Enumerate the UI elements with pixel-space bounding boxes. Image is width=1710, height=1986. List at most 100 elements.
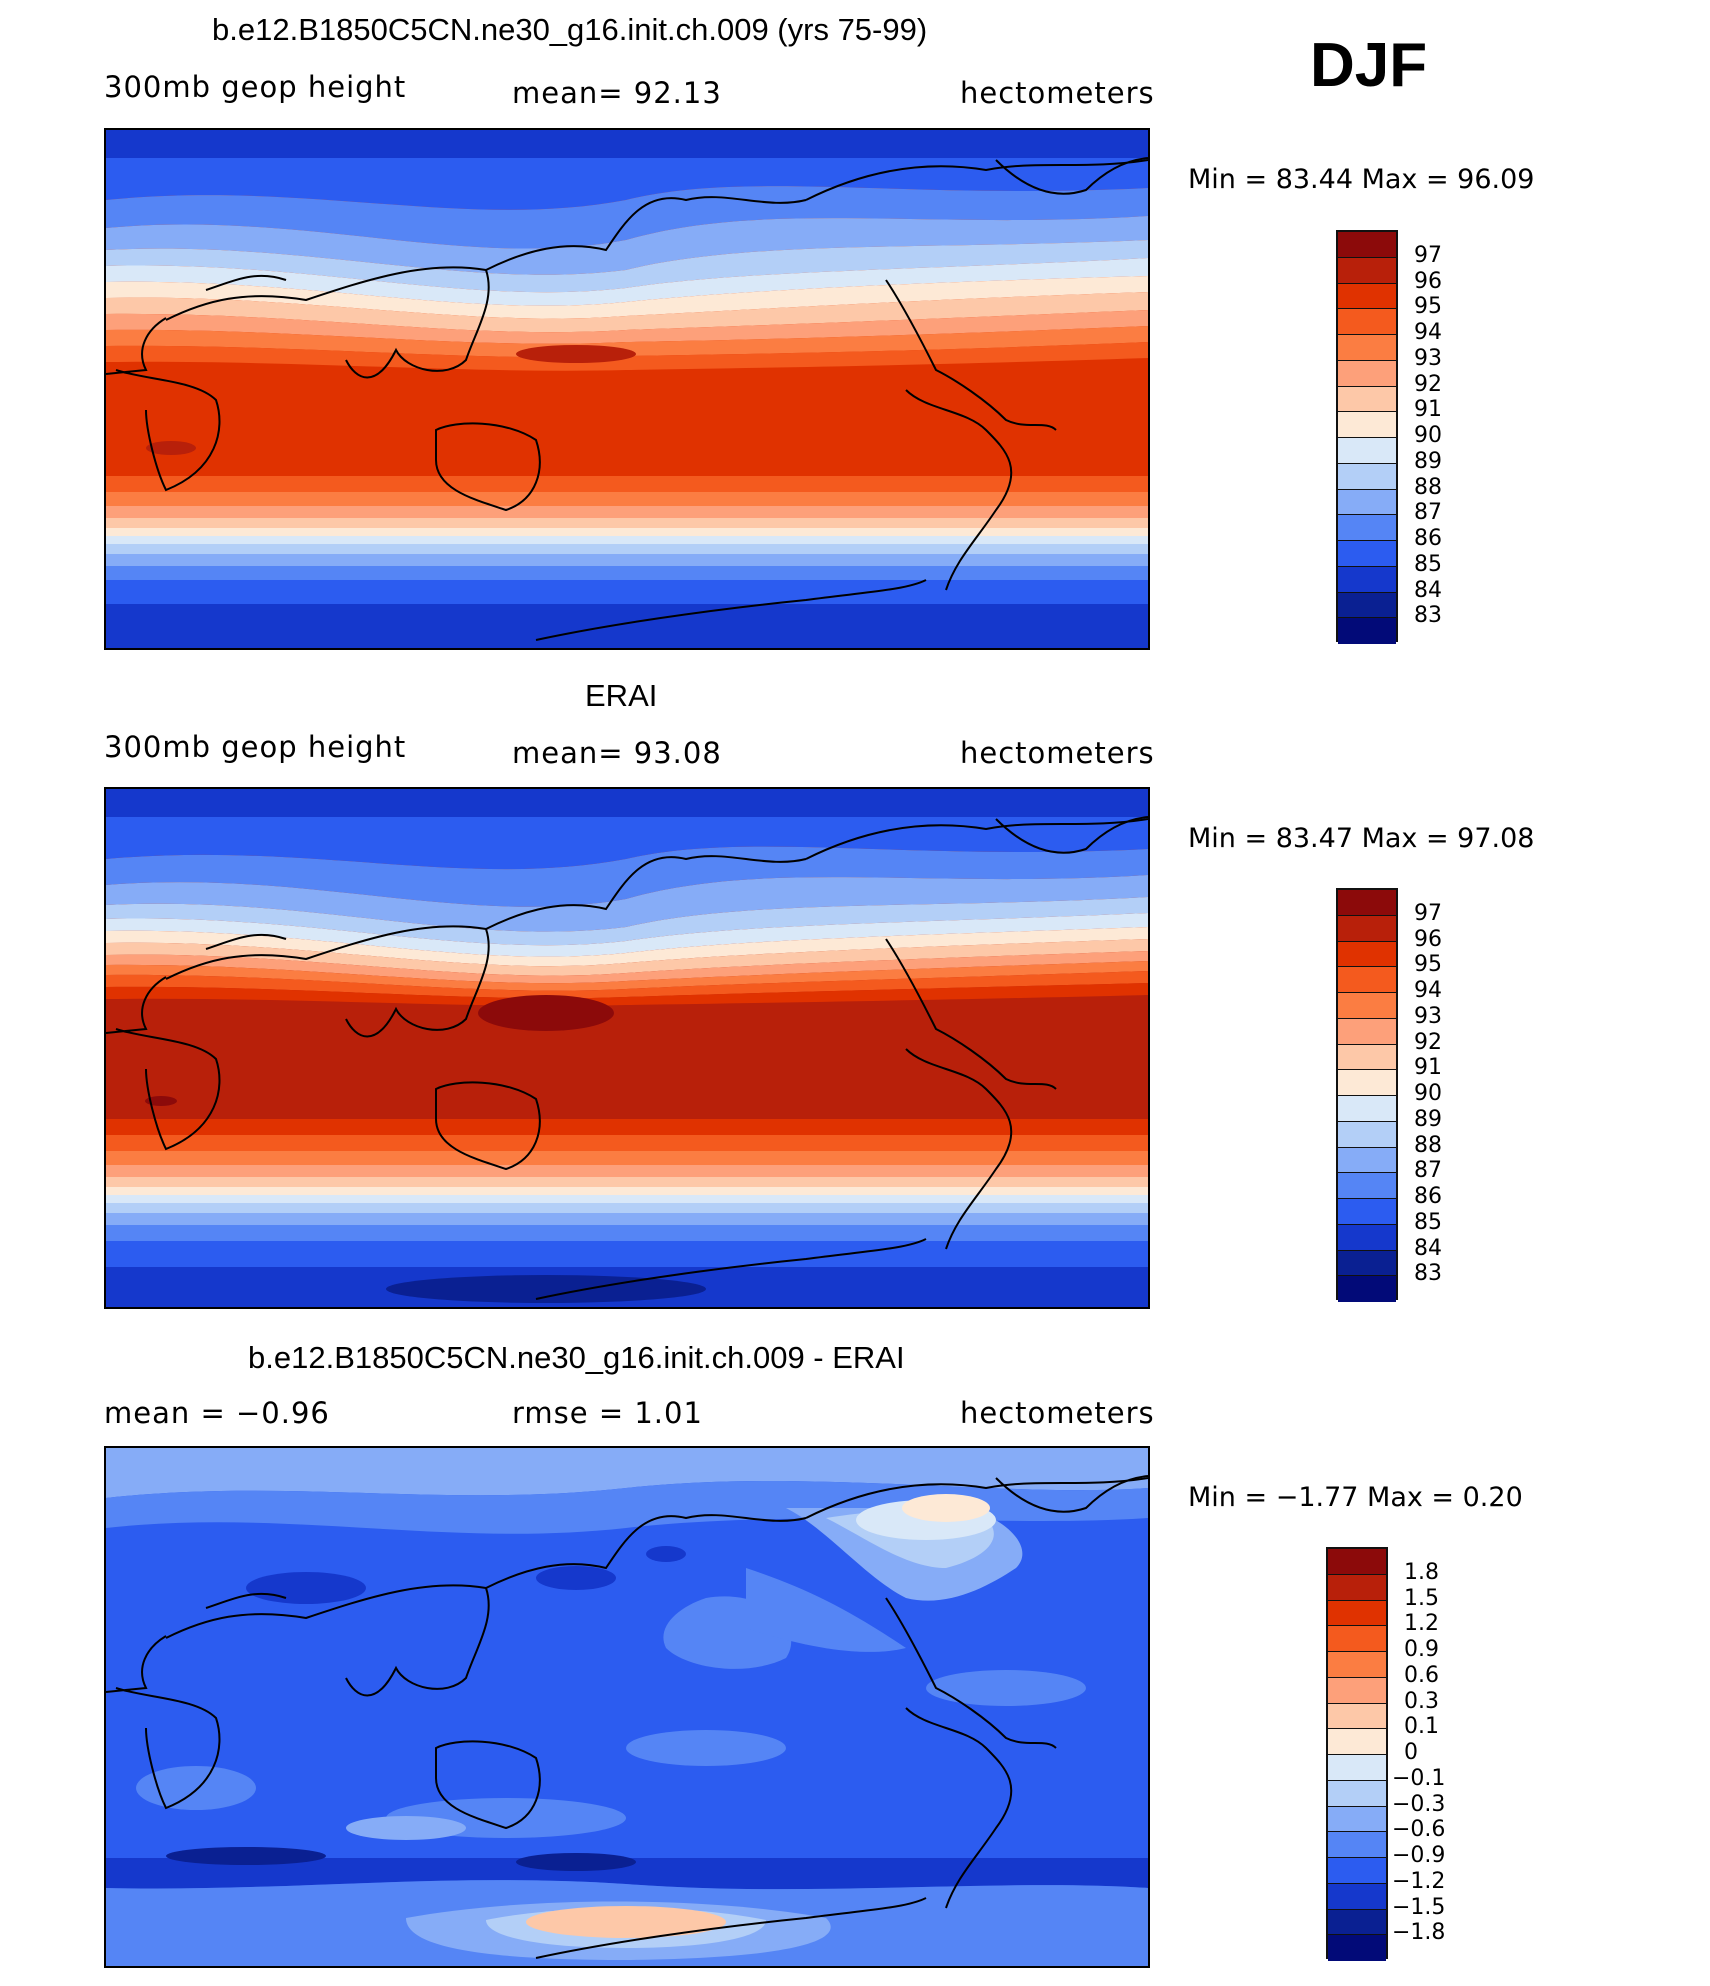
colorbar-tick-label: 92 [1414,1029,1442,1055]
colorbar-tick-label: 86 [1414,526,1442,551]
panel-3-minmax: Min = −1.77 Max = 0.20 [1188,1482,1523,1513]
colorbar-segment [1338,1121,1396,1148]
colorbar-tick-label: 92 [1414,371,1442,397]
colorbar-tick-label: 88 [1414,474,1442,500]
colorbar-tick-label: 83 [1414,1261,1442,1287]
season-label: DJF [1310,31,1428,100]
colorbar-segment [1338,335,1396,361]
colorbar-segment [1338,232,1396,258]
colorbar-tick-label: 94 [1414,978,1442,1003]
colorbar-tick-label: −1.2 [1392,1868,1446,1894]
panel-1-title: b.e12.B1850C5CN.ne30_g16.init.ch.009 (yr… [212,12,928,47]
colorbar-segment [1338,438,1396,464]
colorbar-segment [1338,993,1396,1019]
colorbar-segment [1338,1018,1396,1045]
colorbar-segment [1338,890,1396,916]
colorbar-tick-label: 90 [1414,423,1442,448]
panel-1-units-label: hectometers [960,76,1155,110]
colorbar-tick-label: 96 [1414,926,1442,952]
colorbar-tick-label: 95 [1414,294,1442,320]
colorbar-segment [1338,541,1396,567]
panel-1-map [104,128,1150,650]
panel-2-mean-label: mean= 93.08 [512,736,722,770]
colorbar-segment [1338,515,1396,541]
colorbar-tick-label: 83 [1414,603,1442,629]
panel-3-colorbar [1326,1547,1388,1961]
colorbar-segment [1338,967,1396,993]
colorbar-segment [1328,1806,1386,1833]
colorbar-tick-label: 89 [1414,448,1442,474]
colorbar-tick-label: 0.1 [1404,1714,1439,1740]
colorbar-segment [1328,1858,1386,1884]
colorbar-tick-label: 0 [1404,1740,1418,1765]
panel-3-units-label: hectometers [960,1396,1155,1430]
colorbar-tick-label: −1.8 [1392,1920,1446,1946]
colorbar-segment [1338,257,1396,284]
colorbar-segment [1328,1755,1386,1781]
colorbar-tick-label: 95 [1414,952,1442,978]
colorbar-tick-label: −0.6 [1392,1817,1446,1843]
colorbar-tick-label: −0.9 [1392,1843,1446,1868]
colorbar-segment [1328,1832,1386,1858]
panel-2-minmax: Min = 83.47 Max = 97.08 [1188,823,1535,854]
colorbar-segment [1328,1652,1386,1678]
colorbar-tick-label: 0.3 [1404,1688,1439,1714]
panel-2-colorbar [1336,888,1398,1302]
panel-2-units-label: hectometers [960,736,1155,770]
panel-2-title: ERAI [585,678,658,713]
colorbar-segment [1328,1883,1386,1910]
colorbar-tick-label: 97 [1414,900,1442,926]
colorbar-segment [1338,941,1396,968]
colorbar-tick-label: 93 [1414,1003,1442,1029]
panel-1-contour-map [106,130,1148,648]
colorbar-segment [1338,566,1396,593]
colorbar-tick-label: 97 [1414,242,1442,268]
colorbar-tick-label: 0.6 [1404,1662,1439,1688]
colorbar-tick-label: 85 [1414,1209,1442,1235]
colorbar-segment [1338,1199,1396,1225]
panel-2-map [104,787,1150,1309]
panel-1-minmax: Min = 83.44 Max = 96.09 [1188,164,1535,195]
colorbar-segment [1338,360,1396,387]
colorbar-segment [1338,1070,1396,1096]
colorbar-tick-label: 1.2 [1404,1611,1439,1637]
panel-3-rmse-label: rmse = 1.01 [512,1396,703,1430]
panel-2-field-label: 300mb geop height [104,730,407,764]
colorbar-segment [1328,1549,1386,1575]
colorbar-segment [1328,1780,1386,1807]
colorbar-segment [1338,463,1396,490]
panel-2-contour-map [106,789,1148,1307]
colorbar-tick-label: 93 [1414,345,1442,371]
colorbar-tick-label: 86 [1414,1184,1442,1209]
colorbar-tick-label: −0.1 [1392,1765,1446,1791]
colorbar-segment [1338,386,1396,413]
colorbar-segment [1328,1909,1386,1936]
colorbar-segment [1338,1276,1396,1302]
colorbar-segment [1328,1626,1386,1652]
colorbar-tick-label: 1.5 [1404,1585,1439,1611]
panel-3-title: b.e12.B1850C5CN.ne30_g16.init.ch.009 - E… [248,1340,905,1375]
colorbar-tick-label: 87 [1414,500,1442,526]
colorbar-segment [1338,618,1396,644]
colorbar-segment [1338,1147,1396,1174]
colorbar-segment [1328,1729,1386,1755]
colorbar-segment [1338,1224,1396,1251]
colorbar-segment [1338,283,1396,310]
colorbar-segment [1338,1250,1396,1277]
colorbar-tick-label: 96 [1414,268,1442,294]
colorbar-tick-label: 85 [1414,551,1442,577]
colorbar-tick-label: 87 [1414,1158,1442,1184]
colorbar-tick-label: 94 [1414,320,1442,345]
panel-1-mean-label: mean= 92.13 [512,76,722,110]
colorbar-tick-label: 91 [1414,1055,1442,1081]
colorbar-segment [1328,1677,1386,1704]
colorbar-tick-label: 89 [1414,1106,1442,1132]
colorbar-segment [1328,1703,1386,1730]
colorbar-tick-label: −0.3 [1392,1791,1446,1817]
colorbar-segment [1338,412,1396,438]
colorbar-tick-label: 91 [1414,397,1442,423]
panel-3-map [104,1446,1150,1968]
colorbar-tick-label: 90 [1414,1081,1442,1106]
panel-1-colorbar [1336,230,1398,644]
colorbar-segment [1338,592,1396,619]
